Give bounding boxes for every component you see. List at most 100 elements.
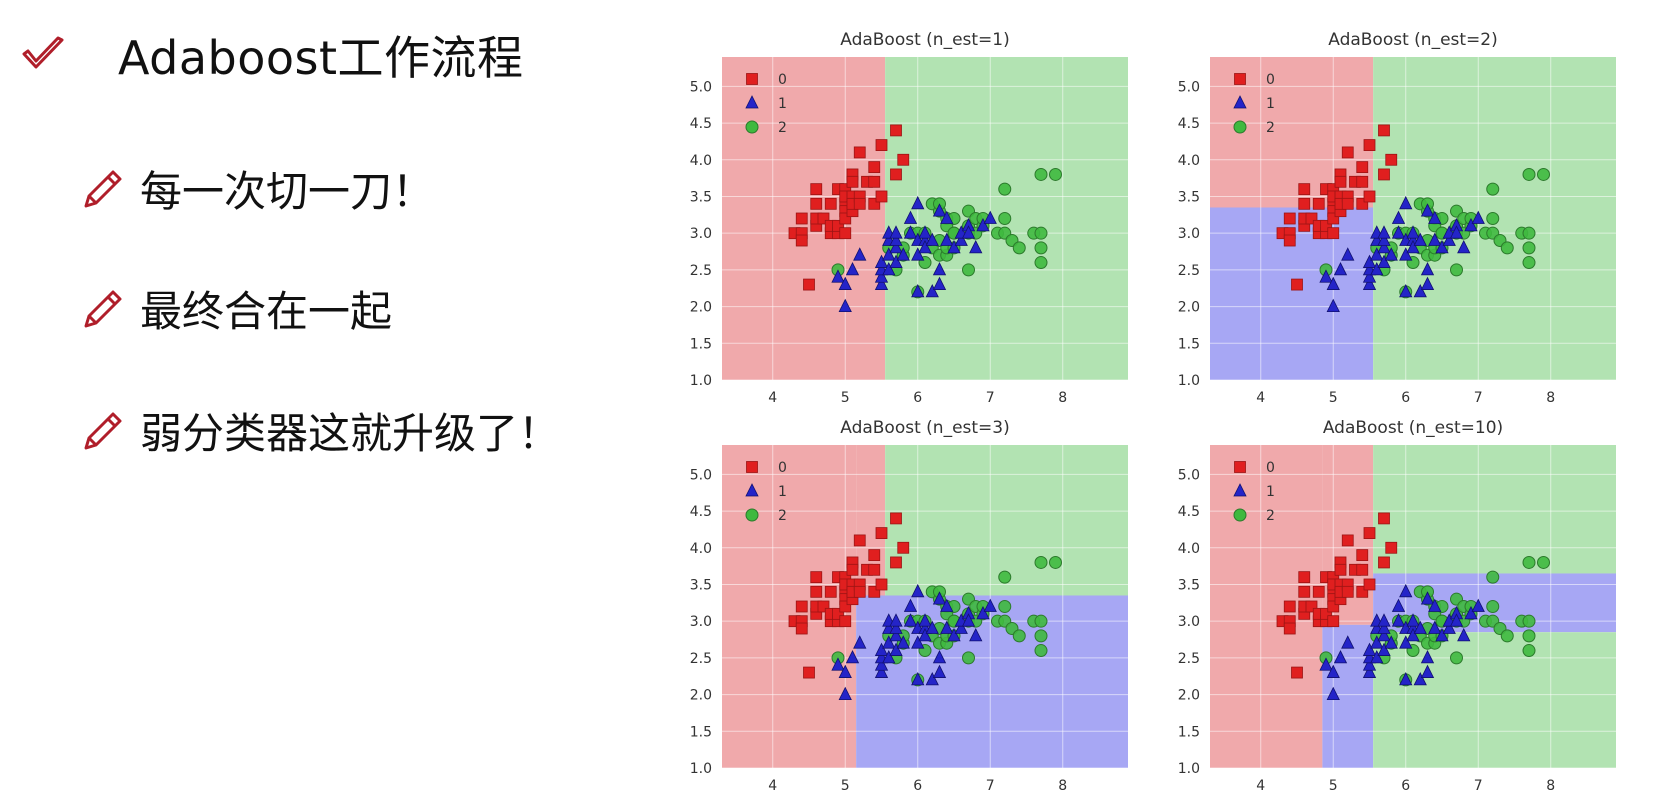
point-class-1 (1428, 598, 1442, 612)
point-class-1 (911, 247, 925, 261)
y-tick-label: 5.0 (690, 467, 712, 483)
point-class-0 (890, 556, 902, 569)
point-class-1 (1326, 664, 1340, 678)
y-tick-label: 3.0 (690, 226, 712, 242)
pencil-icon (80, 166, 126, 212)
point-class-2 (1522, 555, 1536, 569)
point-class-0 (839, 227, 852, 240)
point-class-1 (838, 298, 852, 312)
point-class-1 (1326, 686, 1340, 700)
point-class-0 (1320, 219, 1332, 232)
point-class-2 (1486, 570, 1500, 584)
chart-title: AdaBoost (n_est=2) (1328, 30, 1498, 50)
point-class-1 (925, 672, 939, 686)
point-class-0 (1378, 556, 1390, 569)
point-class-1 (961, 613, 976, 627)
bullet-item: 每一次切一刀！ (80, 158, 434, 219)
point-class-0 (1312, 585, 1325, 598)
legend-label: 1 (1266, 484, 1275, 500)
y-tick-label: 3.0 (690, 614, 712, 630)
point-class-2 (1486, 212, 1500, 225)
point-class-1 (925, 284, 939, 298)
point-class-0 (875, 527, 888, 539)
legend-marker-1 (745, 483, 759, 497)
point-class-0 (1334, 563, 1347, 576)
point-class-0 (890, 124, 902, 137)
point-class-1 (889, 232, 903, 246)
point-class-2 (1522, 614, 1536, 628)
point-class-0 (1363, 190, 1376, 203)
point-class-0 (846, 563, 859, 576)
point-class-1 (1399, 583, 1413, 598)
x-tick-label: 4 (1256, 390, 1265, 406)
y-tick-label: 4.5 (690, 504, 712, 520)
point-class-1 (1428, 210, 1442, 224)
y-tick-label: 2.5 (1178, 263, 1200, 279)
point-class-1 (911, 284, 925, 298)
point-class-1 (889, 225, 903, 239)
y-tick-label: 4.0 (690, 541, 712, 557)
decision-region-class-2 (885, 445, 1128, 596)
point-class-1 (1319, 657, 1333, 671)
point-class-1 (903, 613, 918, 627)
point-class-0 (1298, 585, 1311, 598)
y-tick-label: 1.5 (1178, 724, 1200, 740)
point-class-2 (1537, 555, 1550, 569)
legend-label: 1 (778, 484, 787, 500)
point-class-1 (1341, 635, 1355, 649)
point-class-1 (1420, 649, 1435, 664)
point-class-1 (1420, 664, 1435, 678)
point-class-1 (1370, 261, 1384, 276)
legend-label: 0 (1266, 72, 1275, 88)
point-class-1 (1377, 254, 1391, 268)
point-class-0 (1327, 227, 1340, 240)
point-class-1 (874, 276, 889, 290)
chart-title: AdaBoost (n_est=1) (840, 30, 1010, 50)
y-tick-label: 2.5 (1178, 651, 1200, 667)
point-class-0 (1305, 212, 1318, 225)
point-class-1 (1413, 620, 1427, 634)
y-tick-label: 2.5 (690, 651, 712, 667)
point-class-1 (1377, 232, 1391, 246)
point-class-0 (795, 212, 808, 225)
point-class-0 (1327, 615, 1340, 628)
point-class-1 (1377, 642, 1391, 656)
y-tick-label: 3.0 (1178, 226, 1200, 242)
y-tick-label: 5.0 (1178, 79, 1200, 95)
point-class-0 (803, 278, 815, 291)
x-tick-label: 7 (986, 390, 995, 406)
point-class-1 (874, 254, 889, 268)
point-class-1 (882, 635, 896, 649)
legend-label: 2 (1266, 508, 1275, 524)
y-tick-label: 1.0 (1178, 373, 1200, 389)
y-tick-label: 2.0 (1178, 688, 1200, 704)
point-class-0 (868, 197, 881, 210)
point-class-1 (932, 261, 947, 276)
x-tick-label: 7 (1474, 390, 1483, 406)
point-class-1 (925, 620, 939, 634)
point-class-0 (875, 190, 888, 203)
point-class-1 (1399, 247, 1413, 261)
point-class-1 (1449, 613, 1464, 627)
point-class-1 (1413, 672, 1427, 686)
legend-marker-1 (745, 95, 759, 109)
point-class-1 (918, 239, 932, 254)
x-tick-label: 7 (986, 778, 995, 794)
legend-label: 1 (1266, 96, 1275, 112)
x-tick-label: 6 (913, 778, 922, 794)
point-class-0 (1341, 197, 1354, 210)
legend-marker-0 (746, 461, 758, 473)
point-class-1 (918, 627, 932, 642)
y-tick-label: 4.5 (690, 116, 712, 132)
legend-label: 2 (778, 508, 787, 524)
legend-marker-2 (745, 508, 759, 522)
point-class-2 (1522, 167, 1536, 181)
bullet-item: 弱分类器这就升级了！ (80, 400, 560, 461)
point-class-1 (1449, 225, 1464, 239)
point-class-1 (940, 210, 954, 224)
bullet-text: 最终合在一起 (140, 287, 393, 336)
x-tick-label: 6 (913, 390, 922, 406)
point-class-1 (1362, 276, 1377, 290)
point-class-1 (947, 627, 961, 642)
point-class-1 (1420, 203, 1435, 217)
